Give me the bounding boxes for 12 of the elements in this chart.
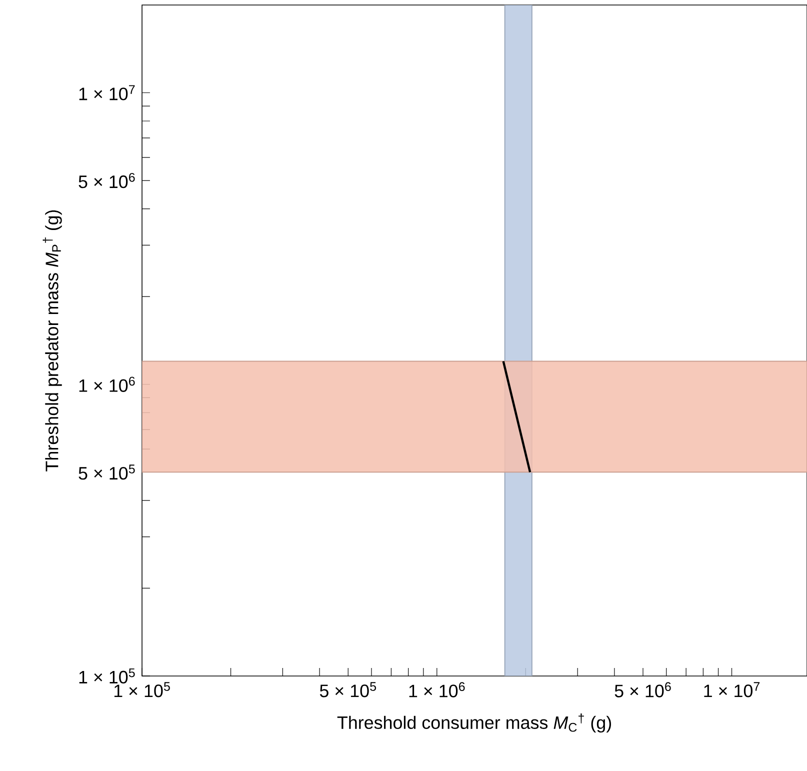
y-tick-label: 5 × 10$^{6}$ xyxy=(78,172,135,188)
y-tick-label: 1 × 10$^{7}$ xyxy=(79,85,135,100)
x-tick-label: 1 × 10$^{7}$ xyxy=(704,682,760,698)
x-tick-label: 1 × 10$^{6}$ xyxy=(409,682,465,698)
x-axis-title: Threshold consumer mass M$_{C}$$^{†}$ (g) xyxy=(337,713,611,733)
y-tick-label: 5 × 10$^{5}$ xyxy=(78,464,135,480)
y-tick-label: 1 × 10$^{6}$ xyxy=(79,376,135,392)
y-axis-title: Threshold predator mass M$_{P}$$^{†}$ (g) xyxy=(42,210,62,472)
x-tick-label: 1 × 10$^{5}$ xyxy=(114,682,170,698)
x-tick-label: 5 × 10$^{6}$ xyxy=(614,682,671,698)
x-tick-label: 5 × 10$^{5}$ xyxy=(320,682,376,698)
y-tick-label: 1 × 10$^{5}$ xyxy=(79,668,135,684)
